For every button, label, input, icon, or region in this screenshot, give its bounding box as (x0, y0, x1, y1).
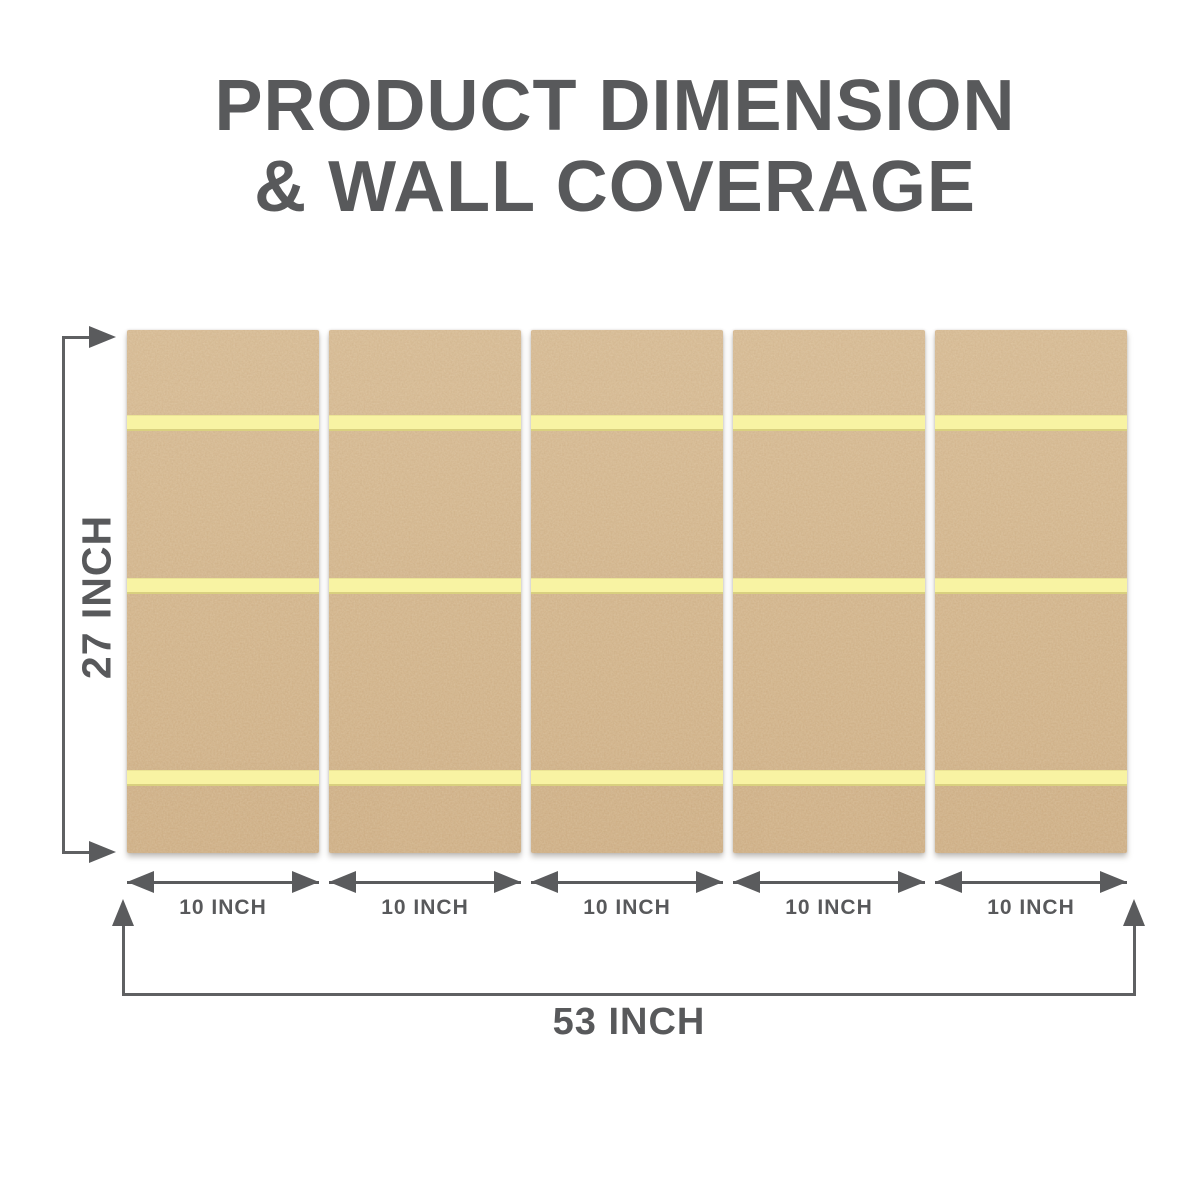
slat-groove-stripe (935, 770, 1127, 786)
slat-groove-stripe (127, 770, 319, 786)
slatwall-panel-5 (935, 330, 1127, 853)
slat-groove-stripe (127, 578, 319, 594)
title-line-2: & WALL COVERAGE (254, 147, 976, 227)
slatwall-panel-3 (531, 330, 723, 853)
slat-groove-stripe (531, 770, 723, 786)
slat-groove-stripe (935, 415, 1127, 431)
total-width-riser-right (1133, 924, 1136, 993)
total-width-line (122, 993, 1136, 996)
panel-width-arrow-4 (733, 871, 925, 893)
slat-groove-stripe (531, 415, 723, 431)
slat-groove-stripe (329, 770, 521, 786)
slatwall-panel-2 (329, 330, 521, 853)
total-width-label: 53 INCH (552, 1001, 706, 1043)
panel-width-label-1: 10 INCH (179, 896, 267, 919)
slat-groove-stripe (531, 578, 723, 594)
panel-width-label-4: 10 INCH (785, 896, 873, 919)
height-arrow-top-icon (89, 326, 116, 348)
slat-groove-stripe (733, 578, 925, 594)
panel-width-arrow-3 (531, 871, 723, 893)
panel-width-arrow-1 (127, 871, 319, 893)
slat-groove-stripe (127, 415, 319, 431)
panel-width-label-3: 10 INCH (583, 896, 671, 919)
slat-groove-stripe (733, 415, 925, 431)
total-width-riser-left (122, 924, 125, 993)
slat-groove-stripe (329, 578, 521, 594)
panel-width-arrow-2 (329, 871, 521, 893)
slatwall-panel-1 (127, 330, 319, 853)
total-width-arrow-right-icon (1123, 899, 1145, 926)
slatwall-panel-4 (733, 330, 925, 853)
slat-groove-stripe (329, 415, 521, 431)
title-line-1: PRODUCT DIMENSION (214, 66, 1016, 146)
panel-width-label-2: 10 INCH (381, 896, 469, 919)
total-width-arrow-left-icon (112, 899, 134, 926)
slat-groove-stripe (935, 578, 1127, 594)
height-dimension-line (62, 336, 65, 854)
height-arrow-bottom-icon (89, 841, 116, 863)
height-arrow-bottom-line (62, 851, 90, 854)
height-label: 27 INCH (73, 514, 120, 680)
panel-width-label-5: 10 INCH (987, 896, 1075, 919)
page-title: PRODUCT DIMENSION & WALL COVERAGE (0, 66, 1200, 228)
panel-width-arrow-5 (935, 871, 1127, 893)
height-arrow-top-line (62, 336, 90, 339)
slat-groove-stripe (733, 770, 925, 786)
